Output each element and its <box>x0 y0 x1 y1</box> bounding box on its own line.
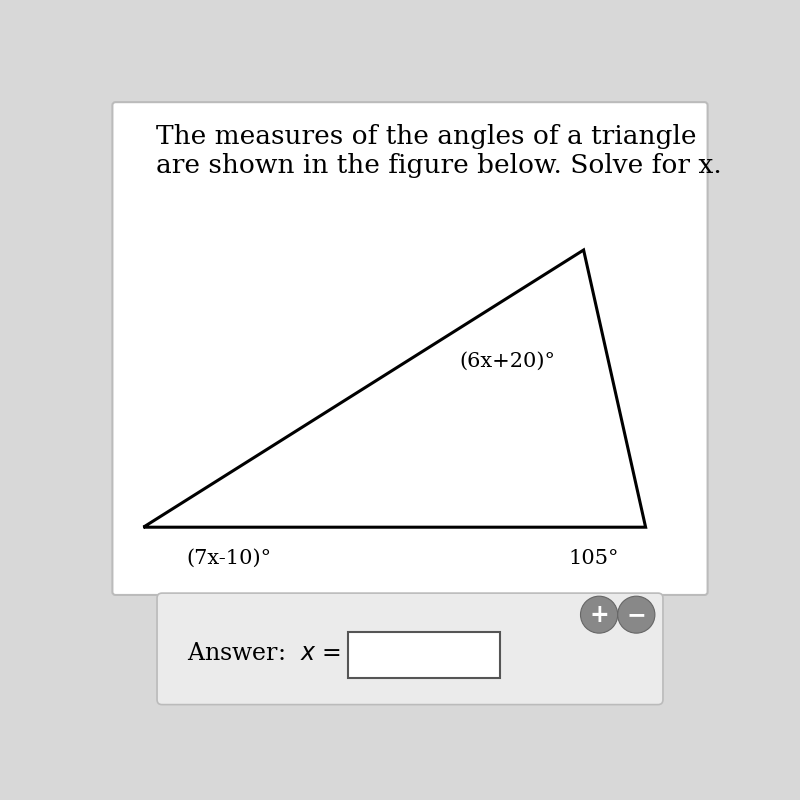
Text: −: − <box>626 602 646 626</box>
Text: (7x-10)°: (7x-10)° <box>187 549 272 568</box>
Text: The measures of the angles of a triangle
are shown in the figure below. Solve fo: The measures of the angles of a triangle… <box>156 124 722 178</box>
Text: (6x+20)°: (6x+20)° <box>460 351 556 370</box>
Text: Answer:  $x$ =: Answer: $x$ = <box>187 642 341 665</box>
FancyBboxPatch shape <box>112 102 708 595</box>
FancyBboxPatch shape <box>348 632 500 678</box>
Text: 105°: 105° <box>568 549 618 568</box>
Text: +: + <box>590 602 609 626</box>
Circle shape <box>618 596 655 633</box>
FancyBboxPatch shape <box>157 593 663 705</box>
Circle shape <box>581 596 618 633</box>
